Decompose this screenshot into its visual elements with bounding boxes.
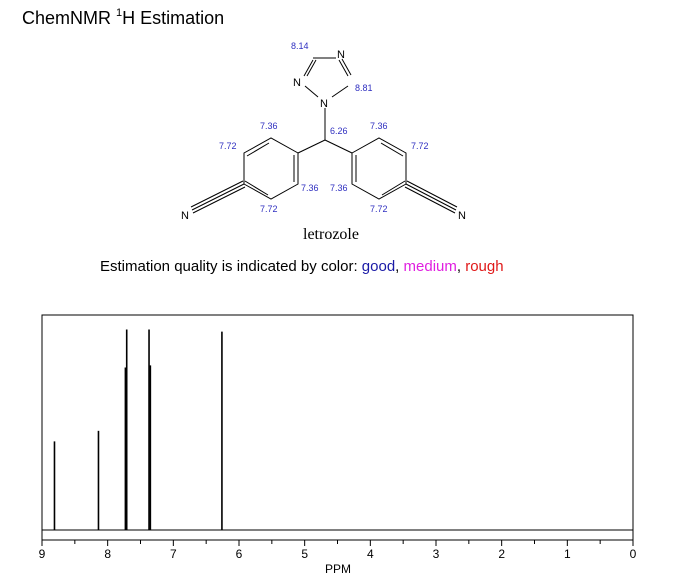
atom-n-nitrile-left: N [181, 210, 189, 222]
letrozole-structure: N N N N N 8.14 8.81 6.26 7.36 7.72 7.36 … [181, 41, 466, 222]
quality-good: good [361, 258, 396, 275]
atom-n-left: N [293, 77, 301, 89]
quality-sep-2: , [456, 258, 466, 275]
quality-prefix: Estimation quality is indicated by color… [100, 258, 362, 275]
shift-left-ortho-top: 7.36 [260, 121, 278, 131]
shift-left-meta-top: 7.72 [219, 141, 237, 151]
shift-right-meta-top: 7.72 [411, 141, 429, 151]
title-superscript: 1 [116, 7, 123, 19]
x-tick-label: 8 [104, 547, 111, 561]
plot-frame [41, 314, 634, 541]
shift-right-ortho-bottom: 7.36 [330, 183, 348, 193]
title-prefix: ChemNMR [22, 8, 117, 28]
x-tick-label: 3 [433, 547, 440, 561]
x-tick-label: 4 [367, 547, 374, 561]
shift-triazole-top: 8.14 [291, 41, 309, 51]
atom-n-center: N [320, 98, 328, 110]
molecule-name: letrozole [303, 226, 359, 243]
shift-triazole-right: 8.81 [355, 83, 373, 93]
title-rest: H Estimation [122, 8, 225, 28]
shift-left-ortho-bottom: 7.36 [301, 183, 319, 193]
quality-sep-1: , [395, 258, 404, 275]
atom-n-nitrile-right: N [458, 210, 466, 222]
shift-right-ortho-top: 7.36 [370, 121, 388, 131]
page-title: ChemNMR 1H Estimation [22, 7, 225, 29]
x-tick-label: 2 [498, 547, 505, 561]
quality-rough: rough [465, 258, 504, 275]
atom-n-top: N [337, 49, 345, 61]
x-tick-label: 0 [630, 547, 637, 561]
shift-left-meta-bottom: 7.72 [260, 204, 278, 214]
shift-right-meta-bottom: 7.72 [370, 204, 388, 214]
quality-medium: medium [403, 258, 457, 275]
x-tick-label: 6 [236, 547, 243, 561]
x-tick-label: 7 [170, 547, 177, 561]
x-tick-label: 1 [564, 547, 571, 561]
x-tick-label: 5 [301, 547, 308, 561]
shift-methine: 6.26 [330, 126, 348, 136]
x-tick-label: 9 [39, 547, 46, 561]
x-axis-label: PPM [325, 562, 351, 576]
quality-legend: Estimation quality is indicated by color… [100, 258, 504, 275]
